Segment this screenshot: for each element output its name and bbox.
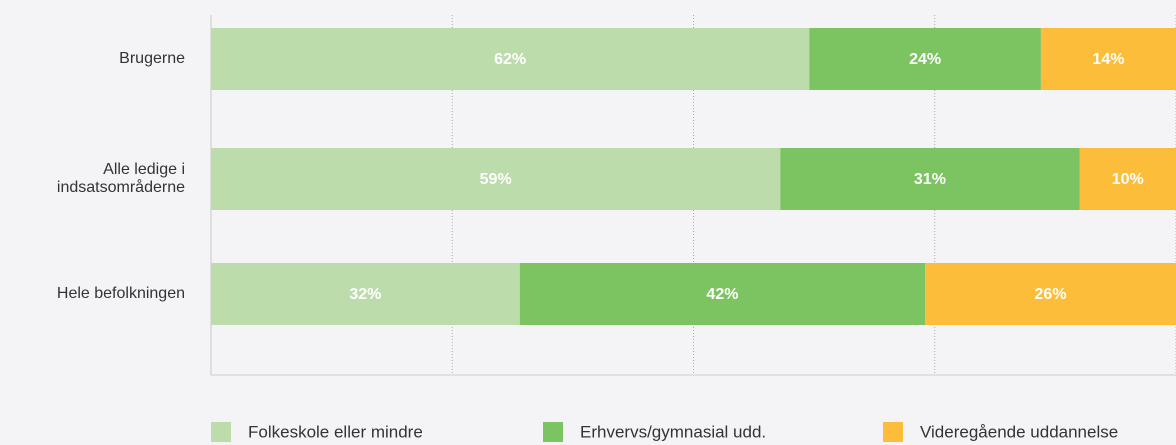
legend-swatch bbox=[543, 422, 563, 442]
legend-swatch bbox=[211, 422, 231, 442]
bar-segment bbox=[780, 148, 1080, 210]
data-label: 31% bbox=[914, 171, 946, 188]
legend-swatch bbox=[883, 422, 903, 442]
bar-segment bbox=[211, 28, 810, 90]
data-label: 24% bbox=[909, 51, 941, 68]
data-label: 26% bbox=[1035, 286, 1067, 303]
data-label: 62% bbox=[494, 51, 526, 68]
category-label: Brugerne bbox=[119, 50, 185, 67]
legend-label: Videregående uddannelse bbox=[920, 422, 1118, 441]
category-label: Hele befolkningen bbox=[56, 285, 185, 302]
bar-segment bbox=[519, 263, 926, 325]
data-label: 10% bbox=[1112, 171, 1144, 188]
data-label: 14% bbox=[1092, 51, 1124, 68]
bar-segment bbox=[211, 148, 781, 210]
data-label: 32% bbox=[349, 286, 381, 303]
legend-label: Erhvervs/gymnasial udd. bbox=[580, 422, 766, 441]
bar-segment bbox=[1079, 148, 1176, 210]
bar-segment bbox=[925, 263, 1176, 325]
data-label: 59% bbox=[480, 171, 512, 188]
bar-segment bbox=[1040, 28, 1176, 90]
bar-segment bbox=[211, 263, 520, 325]
bar-segment bbox=[809, 28, 1041, 90]
data-label: 42% bbox=[706, 286, 738, 303]
legend-label: Folkeskole eller mindre bbox=[248, 422, 423, 441]
category-label: Alle ledige i indsatsområderne bbox=[56, 161, 185, 196]
